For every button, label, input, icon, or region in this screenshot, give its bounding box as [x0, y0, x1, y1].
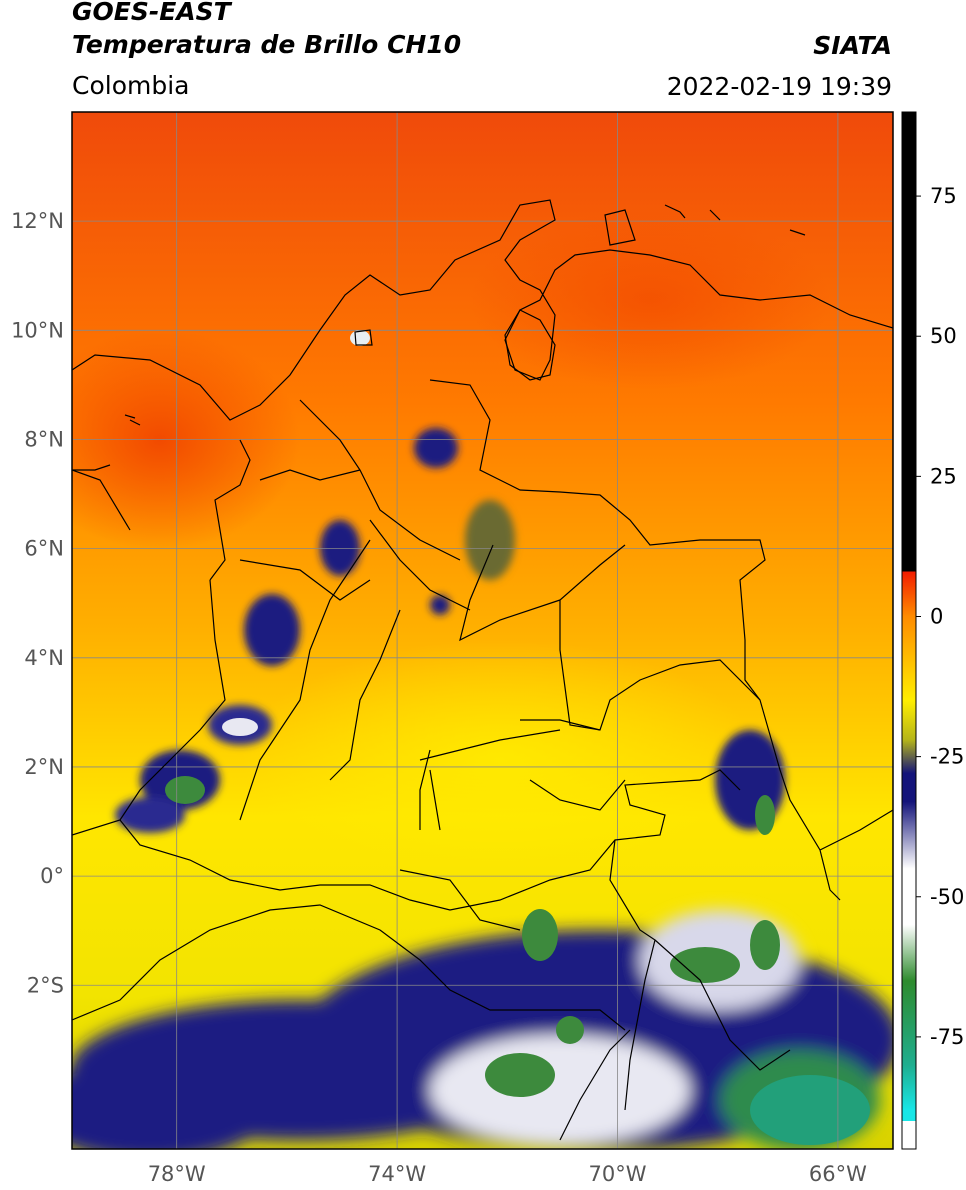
- colorbar-tick-label: 75: [930, 184, 957, 208]
- brightness-temperature-field: [72, 112, 893, 1149]
- colorbar-tick-label: -75: [930, 1025, 964, 1049]
- colorbar-tick-label: 0: [930, 604, 943, 628]
- lat-tick-label: 12°N: [11, 209, 64, 233]
- product-title: Temperatura de Brillo CH10: [72, 30, 462, 59]
- lat-tick-label: 2°N: [24, 755, 64, 779]
- latitude-labels: 12°N 10°N 8°N 6°N 4°N 2°N 0° 2°S: [11, 209, 64, 997]
- map-frame: [71, 111, 894, 1150]
- lat-tick-label: 2°S: [27, 973, 64, 997]
- region-label: Colombia: [72, 71, 190, 100]
- colorbar-tick-label: 50: [930, 324, 957, 348]
- lon-tick-label: 74°W: [368, 1162, 426, 1186]
- lat-tick-label: 6°N: [24, 537, 64, 561]
- borders: [72, 199, 893, 1141]
- graticule: [72, 112, 893, 1149]
- colorbar-tick-label: -50: [930, 885, 964, 909]
- lon-tick-label: 66°W: [809, 1162, 867, 1186]
- lat-tick-label: 10°N: [11, 318, 64, 342]
- lat-tick-label: 4°N: [24, 646, 64, 670]
- lon-tick-label: 78°W: [148, 1162, 206, 1186]
- colorbar-scale: [901, 111, 917, 1150]
- longitude-labels: 78°W 74°W 70°W 66°W: [148, 1162, 867, 1186]
- colorbar: 75 50 25 0 -25 -50 -75: [901, 111, 964, 1150]
- colorbar-tick-label: 25: [930, 464, 957, 488]
- lat-tick-label: 8°N: [24, 427, 64, 451]
- timestamp-label: 2022-02-19 19:39: [666, 72, 892, 101]
- lat-tick-label: 0°: [40, 864, 64, 888]
- brand-label: SIATA: [813, 31, 892, 60]
- lon-tick-label: 70°W: [588, 1162, 646, 1186]
- colorbar-tick-label: -25: [930, 745, 964, 769]
- satellite-title: GOES-EAST: [72, 0, 231, 26]
